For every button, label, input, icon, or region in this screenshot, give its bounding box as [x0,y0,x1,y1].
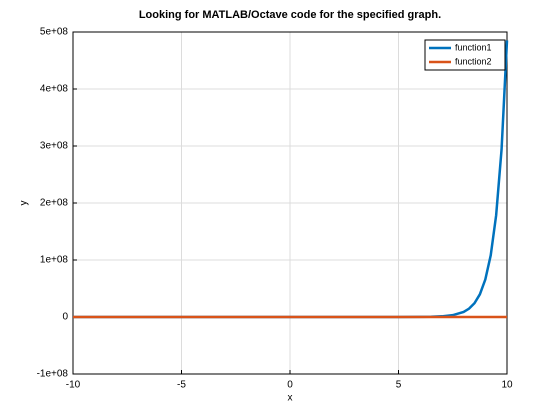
y-tick-label: 5e+08 [40,27,69,38]
legend-label: function2 [455,56,492,66]
y-tick-label: 2e+08 [40,198,69,209]
x-axis-label: x [288,393,293,404]
x-tick-label: -5 [177,380,186,391]
y-tick-label: 3e+08 [40,141,69,152]
y-tick-label: 0 [62,312,68,323]
y-tick-label: 4e+08 [40,84,69,95]
x-tick-label: 0 [287,380,293,391]
x-tick-label: 10 [501,380,513,391]
x-tick-label: 5 [396,380,402,391]
legend-label: function1 [455,42,492,52]
legend-box [424,39,506,71]
plot-frame [72,31,508,375]
y-axis-label: y [19,201,30,206]
y-tick-label: 1e+08 [40,255,69,266]
chart-title: Looking for MATLAB/Octave code for the s… [139,9,441,21]
y-tick-label: -1e+08 [37,369,69,380]
x-tick-label: -10 [66,380,81,391]
